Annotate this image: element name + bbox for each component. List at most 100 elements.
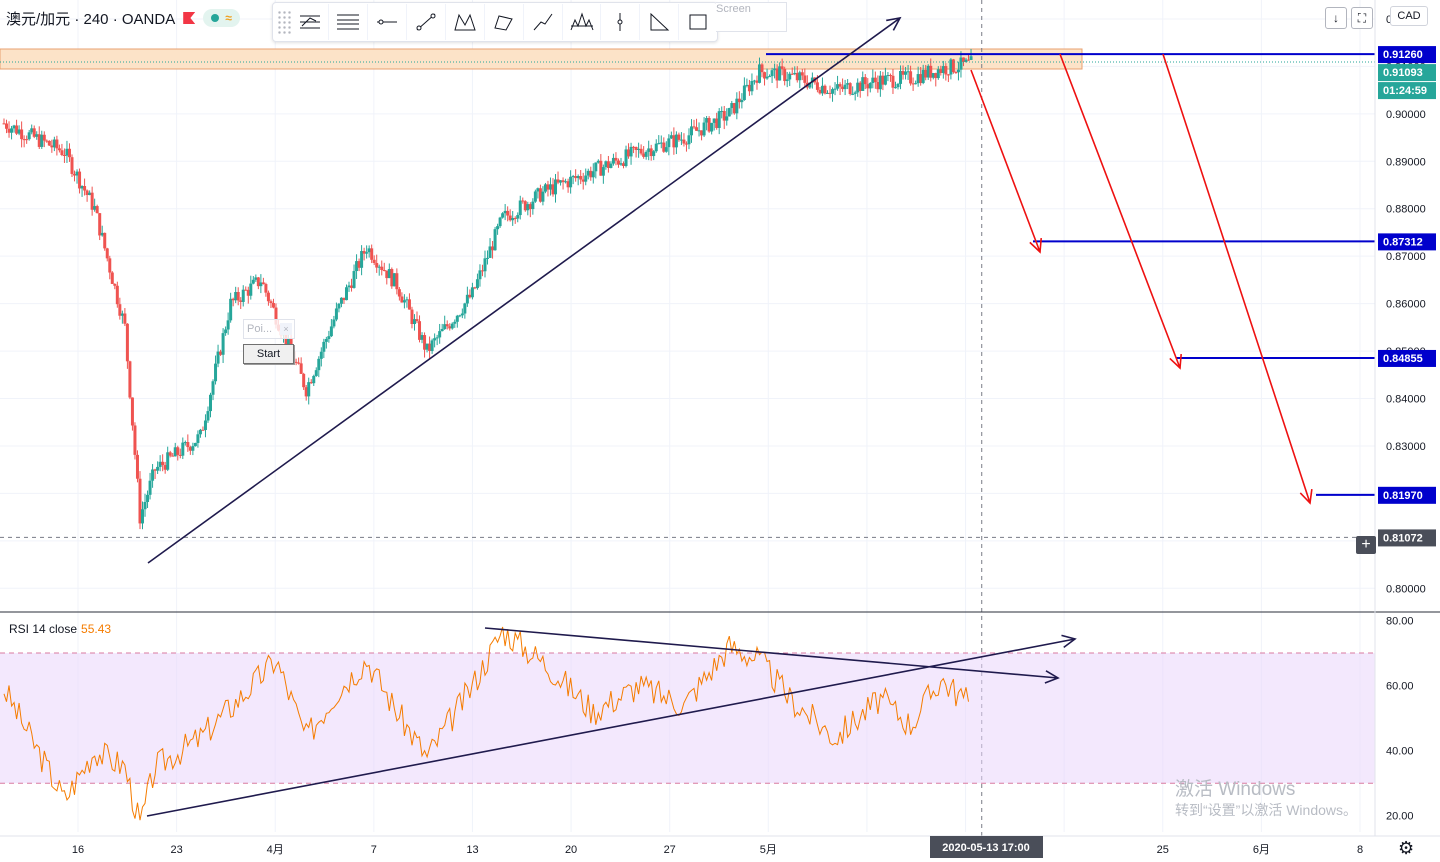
candle-body (201, 429, 205, 431)
candle-body (314, 370, 318, 376)
candle-body (911, 83, 915, 85)
candle-body (521, 200, 525, 202)
candle-body (405, 299, 409, 301)
xabcd-pattern-icon[interactable] (446, 4, 485, 40)
candle-body (599, 160, 603, 176)
candle-body (576, 176, 580, 179)
poi-label: Poi... (247, 323, 273, 335)
candle-body (151, 469, 155, 481)
x-tick-label: 5月 (760, 844, 777, 856)
candle-body (455, 315, 459, 322)
candle-body (12, 125, 16, 129)
horizontal-segment-icon[interactable] (368, 4, 408, 40)
candle-body (697, 130, 701, 132)
scroll-down-icon[interactable]: ↓ (1325, 7, 1347, 29)
rsi-tick-label: 60.00 (1386, 681, 1414, 693)
candle-body (350, 285, 354, 288)
candle-body (919, 74, 923, 84)
poi-widget[interactable]: Poi... × (243, 319, 295, 339)
head-shoulders-icon[interactable] (563, 4, 602, 40)
candles (2, 48, 973, 530)
candle-body (80, 186, 84, 189)
candle-body (88, 192, 92, 196)
candle-body (757, 64, 761, 83)
candle-body (287, 338, 291, 347)
candle-body (611, 157, 615, 164)
candle-body (168, 452, 172, 456)
candle-body (790, 73, 794, 75)
candle-body (851, 93, 855, 95)
candle-body (891, 75, 895, 88)
candle-body (642, 153, 646, 157)
candle-body (206, 411, 210, 421)
start-button[interactable]: Start (243, 344, 294, 364)
candle-body (176, 447, 180, 455)
candle-body (606, 161, 610, 168)
currency-selector[interactable]: CAD (1390, 6, 1428, 26)
candle-body (579, 176, 583, 180)
candle-body (186, 442, 190, 448)
candle-body (752, 80, 756, 82)
candle-body (954, 72, 958, 74)
candle-body (564, 181, 568, 183)
triangle-icon[interactable] (640, 4, 680, 40)
add-alert-icon[interactable]: + (1356, 536, 1376, 554)
y-tick-label: 0.90000 (1386, 109, 1426, 121)
candle-body (899, 71, 903, 84)
candle-body (65, 148, 69, 156)
trend-line-icon[interactable] (407, 4, 447, 40)
volatility-icon: ≈ (225, 11, 232, 25)
drag-handle-icon[interactable] (277, 10, 291, 34)
candle-body (42, 134, 46, 141)
candle-body (7, 128, 11, 133)
candle-body (773, 68, 777, 71)
uptrend-line-head (886, 16, 902, 31)
candle-body (425, 343, 429, 350)
candle-body (886, 75, 890, 77)
rectangle-icon[interactable] (679, 4, 717, 40)
parallel-lines-icon[interactable] (329, 4, 369, 40)
candle-body (659, 142, 663, 144)
candle-body (831, 89, 835, 94)
rsi-legend[interactable]: RSI 14 close 55.43 (9, 622, 111, 636)
close-icon[interactable]: × (280, 323, 292, 335)
candle-body (924, 69, 928, 78)
candle-body (506, 210, 510, 216)
horizontal-ray-icon[interactable] (291, 4, 330, 40)
candle-body (415, 319, 419, 322)
candle-body (390, 269, 394, 287)
screenshot-widget[interactable]: Screen (716, 2, 787, 32)
polyline-icon[interactable] (485, 4, 524, 40)
path-icon[interactable] (524, 4, 563, 40)
candle-body (526, 204, 530, 211)
candle-body (496, 226, 500, 230)
candle-body (556, 179, 560, 183)
candle-body (261, 282, 265, 285)
candle-body (95, 206, 99, 214)
candle-body (5, 123, 9, 129)
market-status[interactable]: ≈ (203, 9, 240, 27)
vertical-line-icon[interactable] (601, 4, 641, 40)
fullscreen-icon[interactable]: ⛶ (1351, 7, 1373, 29)
candle-body (294, 361, 298, 363)
x-tick-label: 8 (1357, 844, 1363, 856)
projection-arrow (1162, 53, 1311, 504)
candle-body (888, 75, 892, 77)
candle-body (158, 461, 162, 467)
candle-body (156, 466, 160, 471)
flag-icon[interactable] (183, 12, 196, 24)
candle-body (848, 83, 852, 95)
x-tick-label: 13 (466, 844, 478, 856)
candle-body (488, 246, 492, 258)
candle-body (372, 259, 376, 263)
candle-body (433, 338, 437, 341)
price-label: 01:24:59 (1383, 85, 1427, 97)
candle-body (941, 66, 945, 74)
symbol-title[interactable]: 澳元/加元 · 240 · OANDA (6, 10, 176, 28)
x-tick-label: 27 (664, 844, 676, 856)
gear-icon[interactable]: ⚙ (1398, 838, 1415, 858)
candle-body (193, 442, 197, 447)
candle-body (722, 111, 726, 121)
candle-body (274, 307, 278, 325)
